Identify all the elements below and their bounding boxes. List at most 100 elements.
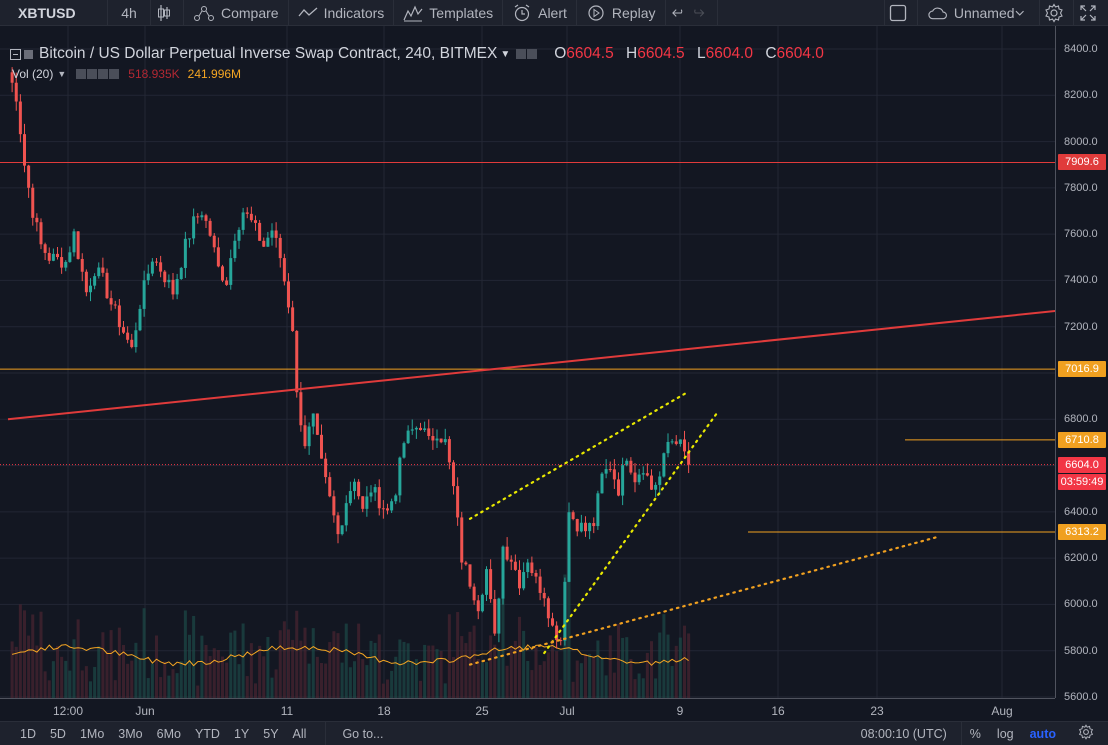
trendlines[interactable] [7,310,1055,666]
candle-body [295,330,299,393]
range-button[interactable]: 6Mo [156,726,181,741]
candle-body [208,220,212,236]
compare-button[interactable]: Compare [184,0,289,26]
templates-button[interactable]: Templates [394,0,504,26]
utc-clock[interactable]: 08:00:10 (UTC) [861,721,962,745]
undo-icon[interactable] [671,6,686,20]
volume-name[interactable]: Vol (20) [12,67,54,81]
volume-bar [175,673,179,698]
candle-body [641,473,645,475]
volume-bar [188,634,191,698]
percent-toggle[interactable]: % [969,726,981,741]
chart-grid [0,26,1055,698]
candle-body [328,477,332,497]
range-button[interactable]: 3Mo [118,726,143,741]
volume-bar [501,598,505,698]
range-button[interactable]: 1Y [233,726,250,741]
volume-bar [68,670,72,698]
candle-body [311,413,315,427]
indicators-button[interactable]: Indicators [289,0,395,26]
volume-bar [64,660,68,698]
candle-body [546,598,550,619]
candle-body [447,439,451,463]
volume-bar [427,645,431,698]
eye-icon[interactable] [76,69,87,79]
price-chart[interactable] [0,26,1055,698]
range-button[interactable]: 5Y [263,726,279,741]
candle-body [113,304,117,306]
candle-body [254,220,257,223]
range-button[interactable]: YTD [194,726,220,741]
candle-body [427,428,431,437]
volume-bar [612,672,616,698]
volume-bar [621,637,625,698]
fullscreen-button[interactable] [1074,0,1108,26]
volume-bar [142,608,146,698]
goto-button[interactable]: Go to... [325,721,383,745]
candle-body [303,425,307,447]
candle-body [43,244,47,253]
candle-body [683,439,686,452]
range-button[interactable]: 1Mo [79,726,105,741]
fullscreen-chart-button[interactable] [885,0,918,26]
candle-body [538,576,542,593]
candle-body [245,212,249,214]
volume-bar [167,675,171,698]
series-menu-chevron-icon[interactable]: ▼ [500,48,511,60]
candle-body [452,462,455,487]
collapse-icon[interactable] [10,48,21,60]
interval-button[interactable]: 4h [108,0,151,26]
time-axis[interactable]: 12:00 Jun 11 18 25 Jul 9 16 23 Aug [0,698,1055,721]
settings-mini-icon[interactable] [527,49,538,59]
candlestick-icon [158,4,170,21]
candle-body [456,486,460,518]
chart-pane[interactable]: Bitcoin / US Dollar Perpetual Inverse Sw… [0,26,1108,721]
volume-bar [542,661,546,698]
candle-body [183,238,187,268]
volume-bar [641,678,645,698]
candle-body [431,436,435,441]
alert-button[interactable]: Alert [503,0,577,26]
volume-bar [113,680,117,698]
range-button[interactable]: All [292,726,307,741]
settings-button[interactable] [1040,0,1074,26]
log-toggle[interactable]: log [996,726,1014,741]
volume-bar [452,656,455,698]
candlestick-series [10,67,691,649]
price-tick: 8400.0 [1064,43,1098,55]
horizontal-levels[interactable] [0,161,1055,533]
volume-menu-chevron-icon[interactable]: ▼ [57,69,67,79]
templates-label: Templates [429,4,494,21]
redo-icon[interactable] [691,6,705,20]
candle-body [188,238,191,240]
layout-menu-button[interactable]: Unnamed [918,0,1040,26]
candle-body [608,469,612,471]
range-button[interactable]: 1D [20,726,36,741]
close-icon[interactable] [109,69,120,79]
trendline [543,411,719,655]
series-title[interactable]: Bitcoin / US Dollar Perpetual Inverse Sw… [39,45,498,62]
add-icon[interactable] [98,69,109,79]
price-tick: 5600.0 [1064,691,1098,703]
range-button[interactable]: 5D [49,726,66,741]
volume-bar [10,641,14,698]
volume-legend: Vol (20) ▼ 518.935K 241.996M [12,67,241,81]
volume-bar [171,669,175,698]
volume-bar [592,656,596,698]
price-axis[interactable]: 8400.0 8200.0 8000.0 7800.0 7600.0 7400.0 7200… [1055,26,1108,703]
compare-icon [194,5,214,21]
time-tick: Aug [991,704,1013,718]
candle-body [377,487,381,509]
settings-mini-icon[interactable] [87,69,98,79]
symbol-search[interactable]: XBTUSD [0,0,108,26]
volume-bar [233,630,237,698]
candle-body [126,332,130,340]
replay-button[interactable]: Replay [577,0,666,26]
chart-style-button[interactable] [151,0,184,26]
candle-body [237,229,241,241]
volume-bar [47,680,51,698]
volume-bar [270,677,274,698]
chart-properties-button[interactable] [1070,724,1108,743]
eye-icon[interactable] [516,49,527,59]
auto-toggle[interactable]: auto [1029,726,1056,741]
